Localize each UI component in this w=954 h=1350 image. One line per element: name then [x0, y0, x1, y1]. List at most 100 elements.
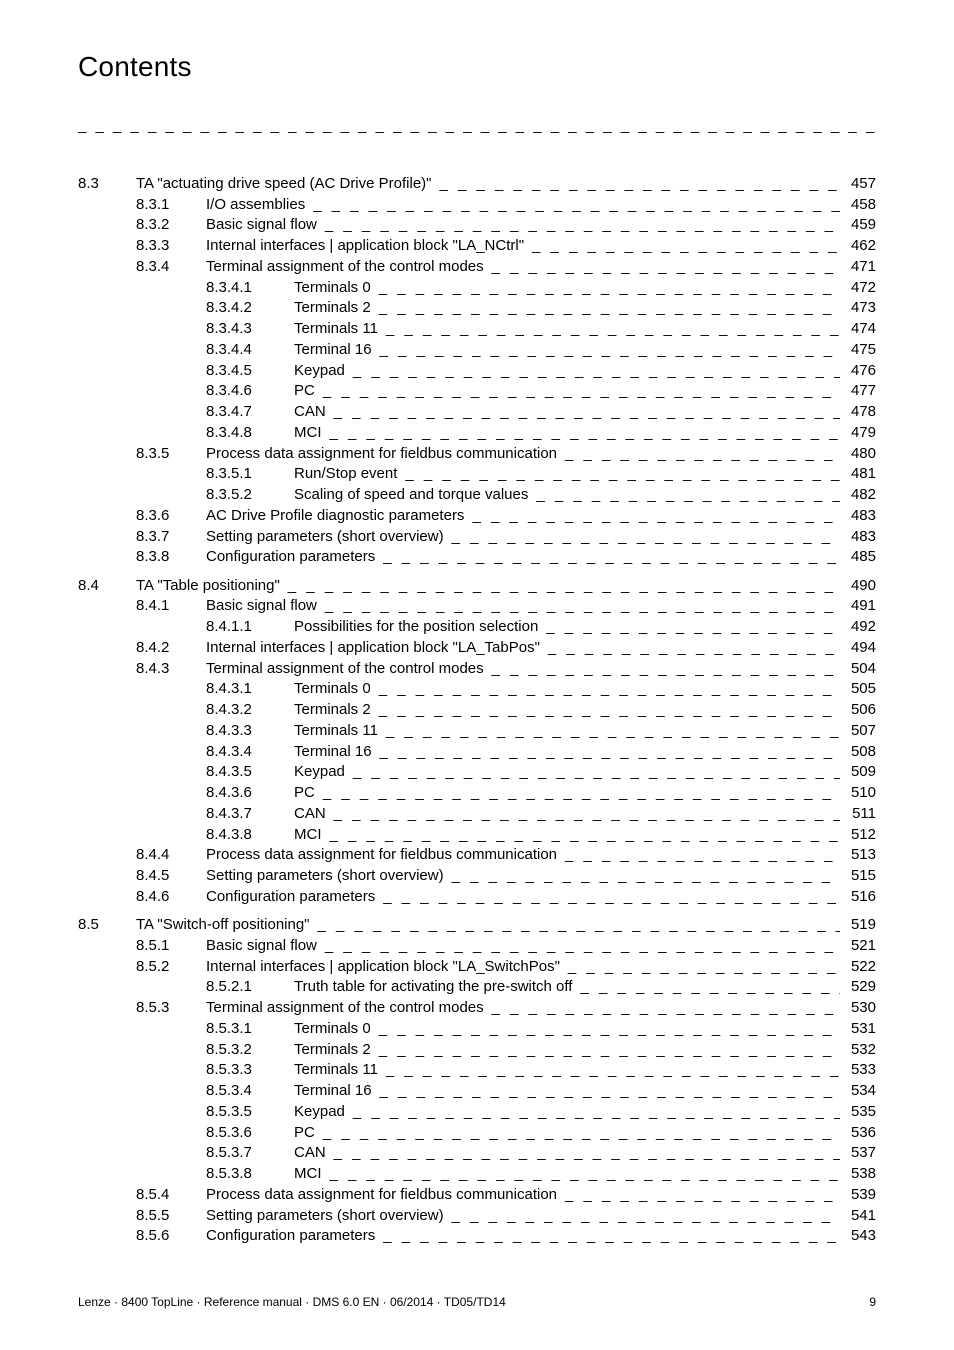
- toc-row[interactable]: 8.3.3Internal interfaces | application b…: [78, 236, 876, 256]
- toc-row[interactable]: 8.4.3.1Terminals 0505: [78, 679, 876, 699]
- toc-entry-label: CAN: [294, 402, 326, 422]
- toc-row[interactable]: 8.4.1.1Possibilities for the position se…: [78, 617, 876, 637]
- toc-entry-page: 479: [840, 423, 876, 443]
- toc-leader: [444, 1206, 840, 1226]
- toc-entry-number: 8.3.7: [78, 527, 206, 547]
- toc-entry-number: 8.5.3.7: [78, 1143, 294, 1163]
- toc-entry-label: PC: [294, 783, 315, 803]
- toc-row[interactable]: 8.3.7Setting parameters (short overview)…: [78, 527, 876, 547]
- toc-row[interactable]: 8.4.3.4Terminal 16508: [78, 742, 876, 762]
- toc-row[interactable]: 8.4.6Configuration parameters516: [78, 887, 876, 907]
- toc-entry-number: 8.4.1.1: [78, 617, 294, 637]
- toc-leader: [572, 977, 840, 997]
- toc-leader: [317, 936, 840, 956]
- toc-row[interactable]: 8.5.4Process data assignment for fieldbu…: [78, 1185, 876, 1205]
- toc-row[interactable]: 8.4.1Basic signal flow491: [78, 596, 876, 616]
- footer-page-number: 9: [869, 1294, 876, 1310]
- toc-row[interactable]: 8.5.3.5Keypad535: [78, 1102, 876, 1122]
- toc-entry-page: 513: [840, 845, 876, 865]
- toc-entry-label: Process data assignment for fieldbus com…: [206, 845, 557, 865]
- toc-row[interactable]: 8.4.4Process data assignment for fieldbu…: [78, 845, 876, 865]
- toc-row[interactable]: 8.5.3.1Terminals 0531: [78, 1019, 876, 1039]
- toc-row[interactable]: 8.5.2Internal interfaces | application b…: [78, 957, 876, 977]
- toc-entry-page: 508: [840, 742, 876, 762]
- toc-leader: [345, 361, 840, 381]
- toc-entry-number: 8.4.3.2: [78, 700, 294, 720]
- toc-row[interactable]: 8.3.4Terminal assignment of the control …: [78, 257, 876, 277]
- toc-row[interactable]: 8.3.4.2Terminals 2473: [78, 298, 876, 318]
- toc-entry-label: Terminal assignment of the control modes: [206, 659, 484, 679]
- toc-entry-page: 515: [840, 866, 876, 886]
- toc-row[interactable]: 8.4.3.6PC510: [78, 783, 876, 803]
- toc-row[interactable]: 8.5.3Terminal assignment of the control …: [78, 998, 876, 1018]
- toc-entry-label: Terminal 16: [294, 1081, 372, 1101]
- toc-row[interactable]: 8.5.2.1Truth table for activating the pr…: [78, 977, 876, 997]
- toc-entry-label: MCI: [294, 1164, 322, 1184]
- toc-entry-page: 534: [840, 1081, 876, 1101]
- toc-entry-number: 8.5.3.6: [78, 1123, 294, 1143]
- toc-row[interactable]: 8.3.5.2Scaling of speed and torque value…: [78, 485, 876, 505]
- toc-entry-label: Internal interfaces | application block …: [206, 236, 524, 256]
- toc-leader: [372, 742, 840, 762]
- toc-row[interactable]: 8.3.8Configuration parameters485: [78, 547, 876, 567]
- toc-entry-label: Terminal assignment of the control modes: [206, 257, 484, 277]
- toc-row[interactable]: 8.3.4.6PC477: [78, 381, 876, 401]
- toc-entry-number: 8.5.3.4: [78, 1081, 294, 1101]
- toc-row[interactable]: 8.3.1I/O assemblies458: [78, 195, 876, 215]
- toc-row[interactable]: 8.5.3.6PC536: [78, 1123, 876, 1143]
- toc-entry-number: 8.4.1: [78, 596, 206, 616]
- toc-row[interactable]: 8.3.4.8MCI479: [78, 423, 876, 443]
- toc-leader: [372, 340, 840, 360]
- toc-entry-page: 511: [840, 804, 876, 824]
- toc-row[interactable]: 8.4.3.2Terminals 2506: [78, 700, 876, 720]
- toc-row[interactable]: 8.5.3.8MCI538: [78, 1164, 876, 1184]
- toc-row[interactable]: 8.4.3Terminal assignment of the control …: [78, 659, 876, 679]
- toc-row[interactable]: 8.3.5Process data assignment for fieldbu…: [78, 444, 876, 464]
- toc-leader: [371, 298, 840, 318]
- toc-row[interactable]: 8.5.3.3Terminals 11533: [78, 1060, 876, 1080]
- toc-entry-page: 477: [840, 381, 876, 401]
- toc-row[interactable]: 8.4.2Internal interfaces | application b…: [78, 638, 876, 658]
- toc-row[interactable]: 8.4.3.7CAN511: [78, 804, 876, 824]
- toc-row[interactable]: 8.3.6AC Drive Profile diagnostic paramet…: [78, 506, 876, 526]
- toc-entry-page: 458: [840, 195, 876, 215]
- toc-row[interactable]: 8.3.5.1Run/Stop event481: [78, 464, 876, 484]
- toc-row[interactable]: 8.3.2Basic signal flow459: [78, 215, 876, 235]
- toc-row[interactable]: 8.3.4.4Terminal 16475: [78, 340, 876, 360]
- toc-leader: [557, 444, 840, 464]
- toc-entry-label: Terminals 11: [294, 1060, 378, 1080]
- toc-row[interactable]: 8.3.4.3Terminals 11474: [78, 319, 876, 339]
- toc-entry-label: Terminals 2: [294, 1040, 371, 1060]
- toc-row[interactable]: 8.4TA "Table positioning"490: [78, 576, 876, 596]
- toc-row[interactable]: 8.3TA "actuating drive speed (AC Drive P…: [78, 174, 876, 194]
- toc-row[interactable]: 8.4.3.3Terminals 11507: [78, 721, 876, 741]
- toc-row[interactable]: 8.5.6Configuration parameters543: [78, 1226, 876, 1246]
- toc-leader: [305, 195, 840, 215]
- toc-row[interactable]: 8.5.1Basic signal flow521: [78, 936, 876, 956]
- toc-row[interactable]: 8.3.4.1Terminals 0472: [78, 278, 876, 298]
- toc-entry-page: 530: [840, 998, 876, 1018]
- toc-row[interactable]: 8.4.5Setting parameters (short overview)…: [78, 866, 876, 886]
- toc-entry-page: 483: [840, 527, 876, 547]
- toc-row[interactable]: 8.5.3.4Terminal 16 534: [78, 1081, 876, 1101]
- toc-leader: [557, 845, 840, 865]
- toc-entry-page: 504: [840, 659, 876, 679]
- toc-entry-page: 462: [840, 236, 876, 256]
- toc-entry-page: 510: [840, 783, 876, 803]
- toc-row[interactable]: 8.3.4.7CAN478: [78, 402, 876, 422]
- toc-row[interactable]: 8.5TA "Switch-off positioning"519: [78, 915, 876, 935]
- toc-row[interactable]: 8.3.4.5Keypad476: [78, 361, 876, 381]
- toc-row[interactable]: 8.5.3.2Terminals 2532: [78, 1040, 876, 1060]
- toc-row[interactable]: 8.5.5Setting parameters (short overview)…: [78, 1206, 876, 1226]
- toc-entry-label: I/O assemblies: [206, 195, 305, 215]
- toc-leader: [444, 527, 840, 547]
- toc-entry-label: PC: [294, 1123, 315, 1143]
- toc-entry-label: Keypad: [294, 361, 345, 381]
- toc-entry-number: 8.3.4.3: [78, 319, 294, 339]
- toc-entry-page: 481: [840, 464, 876, 484]
- toc-entry-number: 8.5.6: [78, 1226, 206, 1246]
- toc-row[interactable]: 8.4.3.8MCI512: [78, 825, 876, 845]
- toc-entry-page: 537: [840, 1143, 876, 1163]
- toc-row[interactable]: 8.4.3.5Keypad509: [78, 762, 876, 782]
- toc-row[interactable]: 8.5.3.7CAN537: [78, 1143, 876, 1163]
